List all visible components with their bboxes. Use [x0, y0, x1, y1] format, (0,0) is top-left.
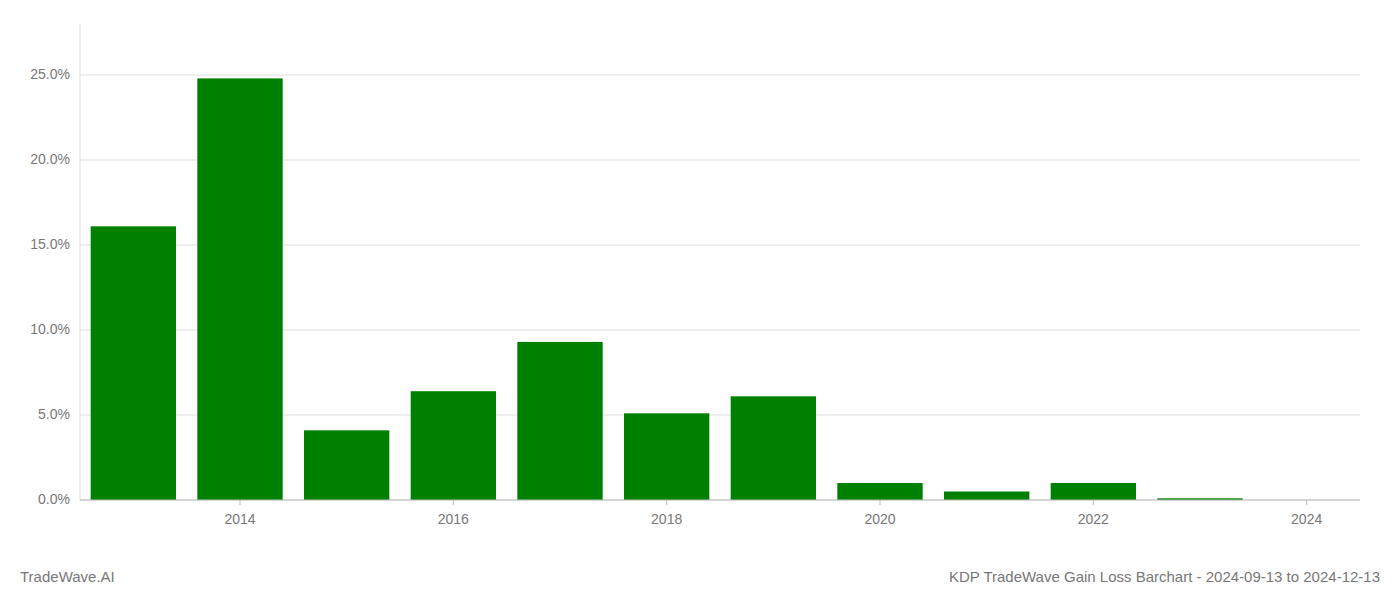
x-tick: [240, 500, 241, 505]
x-tick-label: 2018: [651, 511, 682, 527]
grid-line: [80, 500, 1360, 501]
x-axis-line: [80, 500, 1360, 501]
x-tick: [1093, 500, 1094, 505]
x-tick-labels: 2014 2016 2018 2020 2022 2024: [224, 500, 1322, 527]
bar: [197, 78, 282, 500]
y-tick-label: 5.0%: [38, 406, 70, 422]
bars: [91, 78, 1243, 500]
background: [0, 0, 1400, 600]
y-tick-label: 15.0%: [30, 236, 70, 252]
bar: [944, 492, 1029, 501]
bar: [624, 413, 709, 500]
bar: [517, 342, 602, 500]
x-tick-label: 2024: [1291, 511, 1322, 527]
x-tick-label: 2014: [224, 511, 255, 527]
bar: [91, 226, 176, 500]
x-tick: [880, 500, 881, 505]
y-tick-label: 10.0%: [30, 321, 70, 337]
watermark: TradeWave.AI: [20, 568, 115, 585]
y-tick-label: 20.0%: [30, 151, 70, 167]
y-axis-line: [80, 24, 81, 500]
bar: [837, 483, 922, 500]
grid-line: [80, 75, 1360, 76]
bar: [1051, 483, 1136, 500]
x-tick-label: 2022: [1078, 511, 1109, 527]
y-grid: [80, 75, 1360, 500]
bar: [304, 430, 389, 500]
x-tick-label: 2016: [438, 511, 469, 527]
x-tick: [453, 500, 454, 505]
y-tick-label: 0.0%: [38, 491, 70, 507]
title: KDP TradeWave Gain Loss Barchart - 2024-…: [949, 568, 1380, 585]
x-tick: [1306, 500, 1307, 505]
x-tick-label: 2020: [864, 511, 895, 527]
bar: [411, 391, 496, 500]
y-tick-label: 25.0%: [30, 66, 70, 82]
bar: [731, 396, 816, 500]
chart: 0.0% 5.0% 10.0% 15.0% 20.0% 25.0% 2014 2016 2018…: [0, 0, 1400, 600]
x-tick: [666, 500, 667, 505]
y-tick-labels: 0.0% 5.0% 10.0% 15.0% 20.0% 25.0%: [30, 66, 70, 507]
